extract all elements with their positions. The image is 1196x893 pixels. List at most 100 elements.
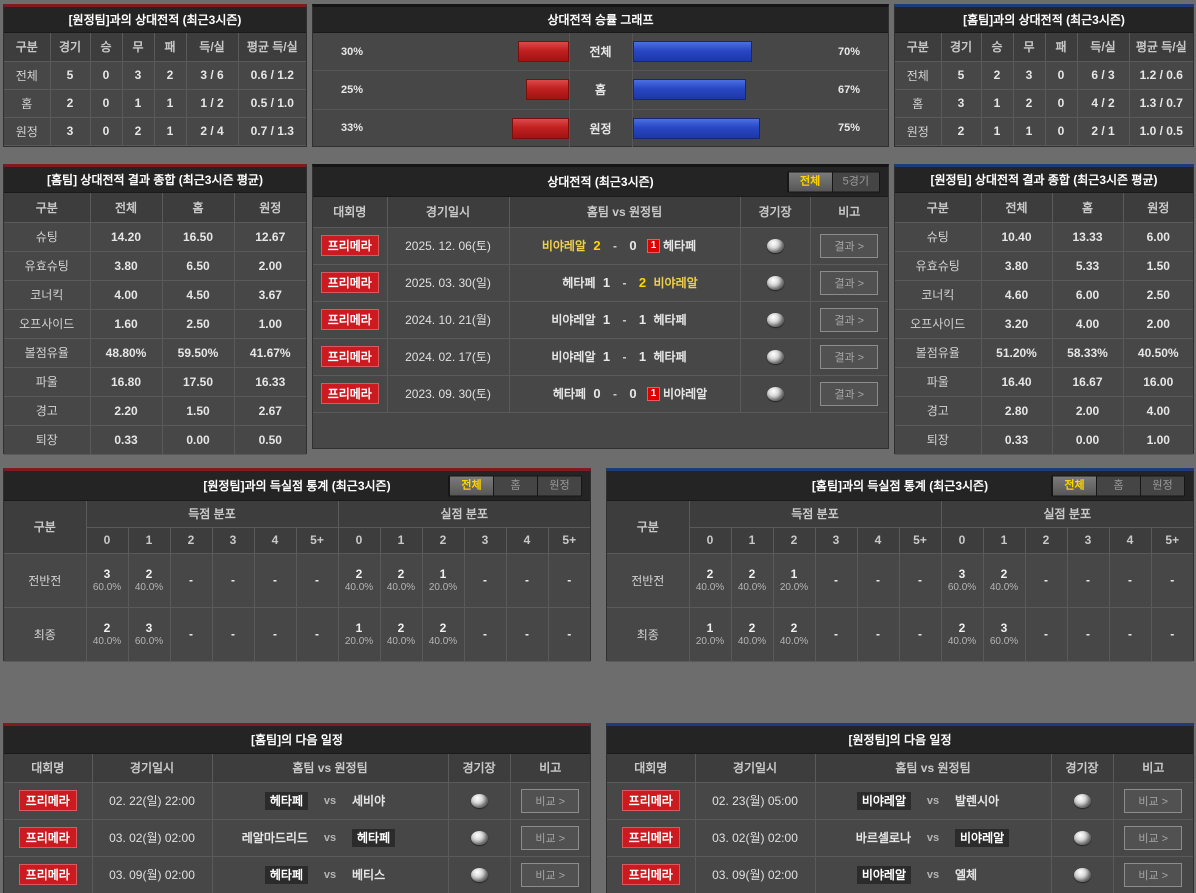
conceded-group-header: 실점 분포 xyxy=(337,501,590,528)
red-bar xyxy=(512,117,569,139)
table-row: 코너킥 4.00 4.50 3.67 xyxy=(4,279,306,310)
cell: 1.00 xyxy=(233,308,306,339)
cell: 3 xyxy=(49,116,91,146)
away-team-name: 발렌시아 xyxy=(955,794,1000,808)
result-button[interactable]: 결과 > xyxy=(820,381,879,406)
league-badge[interactable]: 프리메라 xyxy=(320,346,379,367)
league-badge[interactable]: 프리메라 xyxy=(621,790,680,811)
compare-cell: 비교 > xyxy=(509,855,590,893)
compare-button[interactable]: 비교 > xyxy=(521,825,580,850)
stadium-globe-icon[interactable] xyxy=(470,867,488,882)
away-bar-zone xyxy=(397,71,570,109)
cell: 6 / 3 xyxy=(1076,60,1130,90)
tab[interactable]: 원정 xyxy=(1140,476,1184,495)
home-score: 1 xyxy=(602,312,611,327)
league-badge[interactable]: 프리메라 xyxy=(18,827,77,848)
schedule-row: 프리메라 02. 23(월) 05:00 비야레알 vs 발렌시아 비교 > xyxy=(607,781,1193,820)
match-row: 프리메라 2025. 12. 06(토) 비야레알 2 - 0 1 헤타페 xyxy=(313,226,888,265)
away-team-name: 비야레알 xyxy=(663,387,708,401)
col-header: 비고 xyxy=(509,754,590,783)
table-row: 파울 16.40 16.67 16.00 xyxy=(895,366,1193,397)
result-button[interactable]: 결과 > xyxy=(820,307,879,332)
col-header: 5+ xyxy=(898,526,942,554)
tab-group: 전체 홈 원정 xyxy=(1051,475,1185,496)
away-h2h-panel: [원정팀]과의 상대전적 (최근3시즌) 구분 경기 승 무 패 득/실 평균 … xyxy=(3,4,307,147)
stadium-globe-icon[interactable] xyxy=(766,349,784,364)
home-goal-stats-title: [홈팀]과의 득실점 통계 (최근3시즌) 전체 홈 원정 xyxy=(607,471,1193,501)
compare-button[interactable]: 비교 > xyxy=(1124,862,1183,887)
tab[interactable]: 전체 xyxy=(787,172,832,191)
cell: 17.50 xyxy=(161,366,235,397)
table-row: 경고 2.20 1.50 2.67 xyxy=(4,395,306,426)
league-badge[interactable]: 프리메라 xyxy=(621,827,680,848)
col-header: 3 xyxy=(211,526,255,554)
stadium-globe-icon[interactable] xyxy=(766,386,784,401)
result-button[interactable]: 결과 > xyxy=(820,270,879,295)
cell: 3.67 xyxy=(233,279,306,310)
home-summary-panel: [홈팀] 상대전적 결과 종합 (최근3시즌 평균) 구분 전체 홈 원정 슈팅… xyxy=(3,164,307,455)
col-header: 구분 xyxy=(895,33,942,62)
cell: 2 40.0% xyxy=(982,552,1026,608)
cell: 1 xyxy=(1012,116,1046,146)
stadium-globe-icon[interactable] xyxy=(1073,867,1091,882)
compare-button[interactable]: 비교 > xyxy=(521,862,580,887)
away-team-name: 비야레알 xyxy=(653,276,698,290)
stadium-globe-icon[interactable] xyxy=(1073,793,1091,808)
compare-button[interactable]: 비교 > xyxy=(521,788,580,813)
cell: 2.00 xyxy=(1122,308,1193,339)
stadium-globe-icon[interactable] xyxy=(766,312,784,327)
row-label: 최종 xyxy=(4,606,87,662)
vs-label: vs xyxy=(926,831,940,844)
cell: 14.20 xyxy=(89,221,163,252)
match-date: 2025. 12. 06(토) xyxy=(386,226,510,265)
table-row: 슈팅 10.40 13.33 6.00 xyxy=(895,221,1193,252)
tab[interactable]: 전체 xyxy=(1052,476,1096,495)
result-button[interactable]: 결과 > xyxy=(820,233,879,258)
vs-label: vs xyxy=(323,831,337,844)
match-row: 프리메라 2023. 09. 30(토) 헤타페 0 - 0 1 비야레알 xyxy=(313,374,888,413)
match-date: 02. 23(월) 05:00 xyxy=(694,781,816,820)
col-header: 경기일시 xyxy=(91,754,213,783)
cell: - xyxy=(1066,606,1110,662)
league-badge[interactable]: 프리메라 xyxy=(621,864,680,885)
cell: 4.50 xyxy=(161,279,235,310)
tab[interactable]: 원정 xyxy=(537,476,581,495)
result-button[interactable]: 결과 > xyxy=(820,344,879,369)
tab[interactable]: 5경기 xyxy=(831,172,879,191)
score-separator: - xyxy=(622,312,627,327)
cell: 3 / 6 xyxy=(185,60,239,90)
stadium-globe-icon[interactable] xyxy=(766,275,784,290)
league-badge[interactable]: 프리메라 xyxy=(320,309,379,330)
chart-row: 25% 홈 67% xyxy=(313,71,888,110)
cell: 48.80% xyxy=(89,337,163,368)
stadium-globe-icon[interactable] xyxy=(766,238,784,253)
away-score: 0 xyxy=(629,238,637,253)
match-date: 2024. 02. 17(토) xyxy=(386,337,510,376)
stadium-globe-icon[interactable] xyxy=(1073,830,1091,845)
league-cell: 프리메라 xyxy=(607,818,696,857)
table-row: 원정 3 0 2 1 2 / 4 0.7 / 1.3 xyxy=(4,116,306,146)
match-teams-cell: 비야레알 vs 엘체 xyxy=(814,855,1052,893)
tab-group: 전체 5경기 xyxy=(786,171,880,192)
col-header: 1 xyxy=(379,526,423,554)
league-cell: 프리메라 xyxy=(4,818,93,857)
stadium-globe-icon[interactable] xyxy=(470,830,488,845)
tab[interactable]: 전체 xyxy=(449,476,493,495)
league-badge[interactable]: 프리메라 xyxy=(320,272,379,293)
cell: 2 xyxy=(153,60,187,90)
league-badge[interactable]: 프리메라 xyxy=(18,864,77,885)
stadium-cell xyxy=(739,226,811,265)
h2h-match-table: 대회명 경기일시 홈팀 vs 원정팀 경기장 비고 프리메라 2025. 12.… xyxy=(313,197,888,413)
compare-button[interactable]: 비교 > xyxy=(1124,788,1183,813)
cell: - xyxy=(169,552,213,608)
tab[interactable]: 홈 xyxy=(1096,476,1140,495)
away-goal-stats-panel: [원정팀]과의 득실점 통계 (최근3시즌) 전체 홈 원정 구분 득점 분포 실점… xyxy=(3,468,591,662)
tab[interactable]: 홈 xyxy=(493,476,537,495)
league-badge[interactable]: 프리메라 xyxy=(320,383,379,404)
stadium-globe-icon[interactable] xyxy=(470,793,488,808)
cell: 2.20 xyxy=(89,395,163,426)
col-header: 경기 xyxy=(49,33,91,62)
compare-button[interactable]: 비교 > xyxy=(1124,825,1183,850)
league-badge[interactable]: 프리메라 xyxy=(320,235,379,256)
league-badge[interactable]: 프리메라 xyxy=(18,790,77,811)
